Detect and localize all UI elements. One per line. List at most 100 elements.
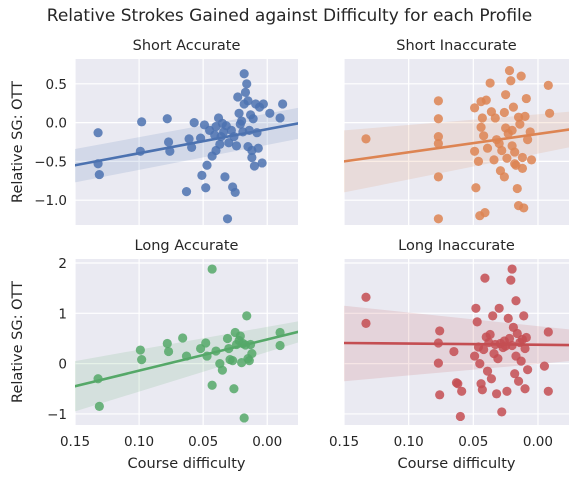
data-point: [543, 386, 553, 396]
data-point: [234, 108, 244, 118]
y-axis-label: Relative SG: OTT: [10, 281, 26, 403]
data-point: [230, 187, 240, 198]
data-point: [470, 351, 480, 361]
data-point: [455, 411, 465, 422]
data-point: [520, 111, 530, 122]
x-tick-label: 0.10: [394, 434, 424, 450]
data-point: [470, 103, 480, 113]
subplot-2: Long Accurate 2 1 0 −1 0.15 0.10 0.05 0.00 Course…: [10, 238, 298, 472]
data-point: [520, 343, 530, 354]
data-point: [482, 366, 493, 376]
data-point: [523, 135, 533, 145]
data-point: [510, 369, 520, 379]
data-point: [187, 142, 197, 153]
data-point: [545, 108, 555, 118]
data-point: [481, 95, 491, 105]
data-point: [237, 116, 247, 126]
y-axis-label: Relative SG: OTT: [10, 81, 26, 203]
data-point: [490, 113, 500, 123]
data-point: [494, 303, 504, 313]
data-point: [433, 138, 443, 149]
data-point: [222, 214, 233, 224]
data-point: [506, 76, 516, 86]
data-point: [93, 128, 103, 138]
y-tick-label: −1.0: [34, 193, 67, 209]
data-point: [217, 365, 227, 375]
data-point: [189, 118, 199, 128]
data-point: [197, 170, 207, 180]
plot-background: [344, 259, 569, 425]
x-axis-label: Course difficulty: [128, 456, 246, 472]
y-tick-label: 0.5: [46, 77, 67, 93]
data-point: [506, 275, 516, 285]
data-point: [433, 96, 443, 106]
y-tick-label: −1: [47, 407, 67, 423]
data-point: [508, 102, 518, 112]
regression-line: [344, 128, 569, 163]
data-point: [497, 145, 507, 156]
data-point: [503, 313, 513, 323]
data-point: [239, 413, 249, 423]
data-point: [539, 361, 550, 371]
data-point: [207, 380, 217, 390]
data-point: [222, 333, 233, 344]
data-point: [224, 138, 234, 148]
data-point: [470, 146, 480, 156]
data-point: [471, 183, 481, 193]
data-point: [137, 117, 147, 127]
y-tick-label: 0: [58, 357, 67, 373]
data-point: [242, 311, 252, 321]
data-point: [135, 345, 145, 355]
data-point: [215, 139, 225, 149]
data-point: [504, 333, 515, 344]
figure-title: Relative Strokes Gained against Difficul…: [46, 6, 533, 26]
data-point: [247, 348, 257, 359]
data-point: [488, 311, 498, 321]
y-tick-label: −0.5: [34, 154, 67, 170]
data-point: [361, 292, 371, 302]
subplot-title: Short Accurate: [133, 38, 241, 54]
data-point: [361, 318, 371, 328]
data-point: [480, 273, 490, 283]
data-point: [361, 134, 371, 144]
data-point: [257, 158, 267, 168]
data-point: [435, 326, 445, 336]
data-point: [501, 90, 511, 100]
data-point: [162, 114, 172, 124]
data-point: [516, 71, 526, 81]
data-point: [502, 386, 512, 396]
data-point: [453, 379, 463, 389]
data-point: [473, 156, 484, 166]
data-point: [512, 328, 522, 339]
data-point: [475, 359, 485, 369]
regression-line: [75, 330, 298, 388]
data-point: [521, 332, 531, 343]
regression-line: [344, 341, 569, 347]
data-point: [163, 346, 174, 357]
data-point: [163, 137, 174, 147]
data-point: [515, 119, 525, 129]
data-point: [240, 87, 251, 97]
data-point: [485, 78, 495, 88]
data-point: [482, 143, 493, 153]
data-point: [231, 141, 242, 151]
data-point: [228, 356, 238, 366]
data-point: [248, 114, 258, 124]
x-axis-label: Course difficulty: [398, 456, 516, 472]
data-point: [499, 172, 509, 182]
data-point: [278, 99, 288, 109]
data-point: [516, 356, 526, 366]
data-point: [229, 384, 239, 394]
data-point: [243, 96, 253, 106]
data-point: [479, 344, 489, 355]
data-point: [543, 80, 553, 90]
data-point: [258, 99, 268, 109]
y-tick-label: 1: [58, 306, 67, 322]
data-point: [520, 384, 530, 394]
data-point: [504, 66, 515, 76]
y-tick-label: 2: [58, 256, 67, 272]
data-point: [477, 385, 487, 395]
x-tick-label: 0.00: [252, 434, 282, 450]
data-point: [480, 207, 490, 218]
data-point: [489, 155, 499, 165]
